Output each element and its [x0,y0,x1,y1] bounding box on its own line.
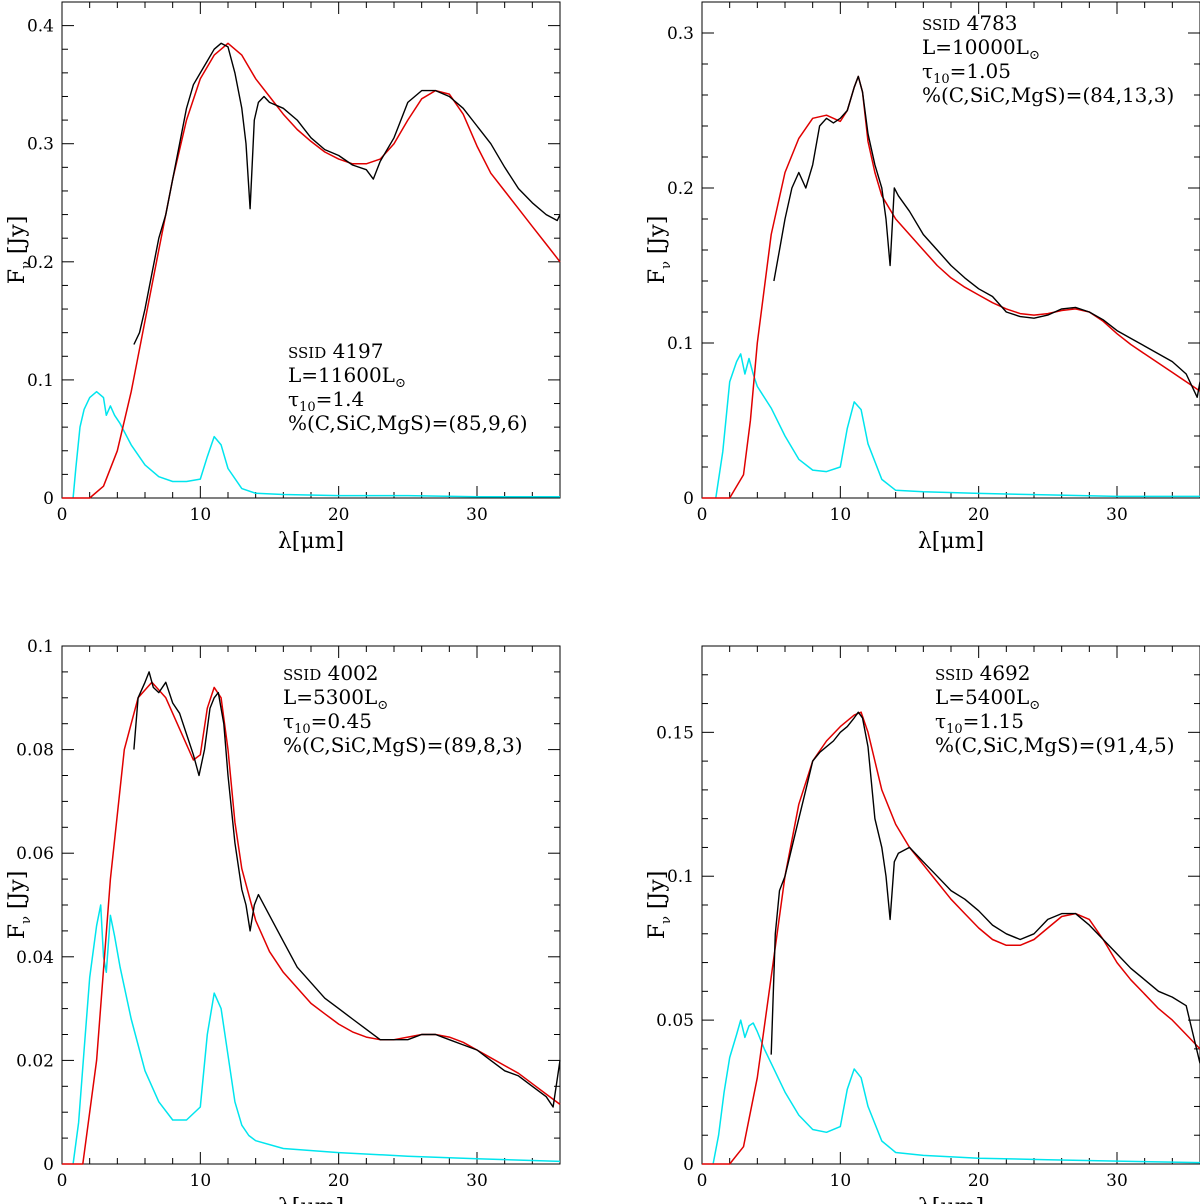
y-tick-label: 0.1 [27,637,54,657]
y-axis-label: Fν [Jy] [645,871,674,940]
chart-panel-3: 0 10 20 30 0 0.02 0.04 0.06 0.08 0.1 λ[μm] Fν [Jy] S… [5,637,561,1204]
observed-spectrum-line [773,75,1200,398]
tau-annotation: τ10=1.15 [935,709,1024,737]
ssid-annotation: SSID 4197 [288,339,384,363]
y-tick-label: 0.08 [16,741,54,761]
x-tick-label: 0 [697,1171,708,1191]
model-spectrum-line [702,711,1200,1165]
x-tick-label: 30 [1106,505,1128,525]
observed-spectrum-line [133,42,561,345]
chart-panel-2: 0 10 20 30 0 0.1 0.2 0.3 λ[μm] Fν [Jy] SSID 4783L=… [645,1,1200,554]
y-tick-label: 0 [683,489,694,509]
stellar-spectrum-line [72,390,560,499]
y-tick-label: 0.15 [656,723,694,743]
x-axis-label: λ[μm] [918,529,984,554]
sun-symbol-icon: ⊙ [377,698,388,713]
x-axis-label: λ[μm] [278,1195,344,1204]
stellar-spectrum-line [72,904,561,1165]
y-tick-label: 0.04 [16,948,54,968]
model-spectrum-line [62,681,561,1165]
y-axis-label: Fν [Jy] [645,216,674,285]
y-axis-label: Fν [Jy] [5,871,34,940]
x-tick-label: 20 [968,505,990,525]
y-tick-label: 0.05 [656,1011,694,1031]
x-tick-label: 20 [968,1171,990,1191]
y-tick-label: 0 [43,489,54,509]
y-tick-label: 0.2 [667,179,694,199]
x-tick-label: 30 [466,505,488,525]
y-tick-label: 0 [43,1155,54,1175]
observed-spectrum-line [133,671,561,1108]
tau-annotation: τ10=1.4 [288,387,364,415]
y-tick-label: 0.1 [667,334,694,354]
luminosity-annotation: L=5400L⊙ [935,685,1040,713]
y-tick-label: 0.1 [27,371,54,391]
x-tick-label: 0 [57,505,68,525]
model-spectrum-line [62,42,561,499]
x-axis-label: λ[μm] [918,1195,984,1204]
y-tick-label: 0.2 [27,253,54,273]
stellar-spectrum-line [712,1019,1200,1165]
x-tick-label: 10 [190,1171,212,1191]
composition-annotation: %(C,SiC,MgS)=(89,8,3) [283,733,523,757]
y-tick-label: 0.3 [667,24,694,44]
ssid-annotation: SSID 4783 [922,11,1018,35]
composition-annotation: %(C,SiC,MgS)=(91,4,5) [935,733,1175,757]
y-tick-label: 0 [683,1155,694,1175]
model-spectrum-line [702,75,1200,499]
chart-panel-1: 0 10 20 30 0 0.1 0.2 0.3 0.4 λ[μm] Fν [Jy] SSID 419… [5,1,561,554]
y-tick-label: 0.1 [667,867,694,887]
x-tick-label: 30 [466,1171,488,1191]
tau-annotation: τ10=1.05 [922,59,1011,87]
luminosity-annotation: L=10000L⊙ [922,35,1040,63]
x-tick-label: 0 [697,505,708,525]
x-tick-label: 10 [190,505,212,525]
luminosity-annotation: L=11600L⊙ [288,363,406,391]
observed-spectrum-line [770,711,1200,1064]
y-tick-label: 0.06 [16,844,54,864]
tau-annotation: τ10=0.45 [283,709,372,737]
sun-symbol-icon: ⊙ [1029,48,1040,63]
ssid-annotation: SSID 4002 [283,661,379,685]
y-tick-label: 0.3 [27,135,54,155]
x-tick-label: 20 [328,1171,350,1191]
x-tick-label: 10 [830,505,852,525]
luminosity-annotation: L=5300L⊙ [283,685,388,713]
chart-panel-4: 0 10 20 30 0 0.05 0.1 0.15 λ[μm] Fν [Jy] SSID 4692… [645,645,1200,1204]
sun-symbol-icon: ⊙ [1029,698,1040,713]
x-axis-label: λ[μm] [278,529,344,554]
y-axis-label: Fν [Jy] [5,216,34,285]
y-tick-label: 0.02 [16,1051,54,1071]
y-tick-label: 0.4 [27,17,54,37]
x-tick-label: 0 [57,1171,68,1191]
x-tick-label: 20 [328,505,350,525]
stellar-spectrum-line [715,353,1200,499]
composition-annotation: %(C,SiC,MgS)=(84,13,3) [922,83,1174,107]
x-tick-label: 10 [830,1171,852,1191]
x-tick-label: 30 [1106,1171,1128,1191]
composition-annotation: %(C,SiC,MgS)=(85,9,6) [288,411,528,435]
ssid-annotation: SSID 4692 [935,661,1031,685]
sun-symbol-icon: ⊙ [395,376,406,391]
